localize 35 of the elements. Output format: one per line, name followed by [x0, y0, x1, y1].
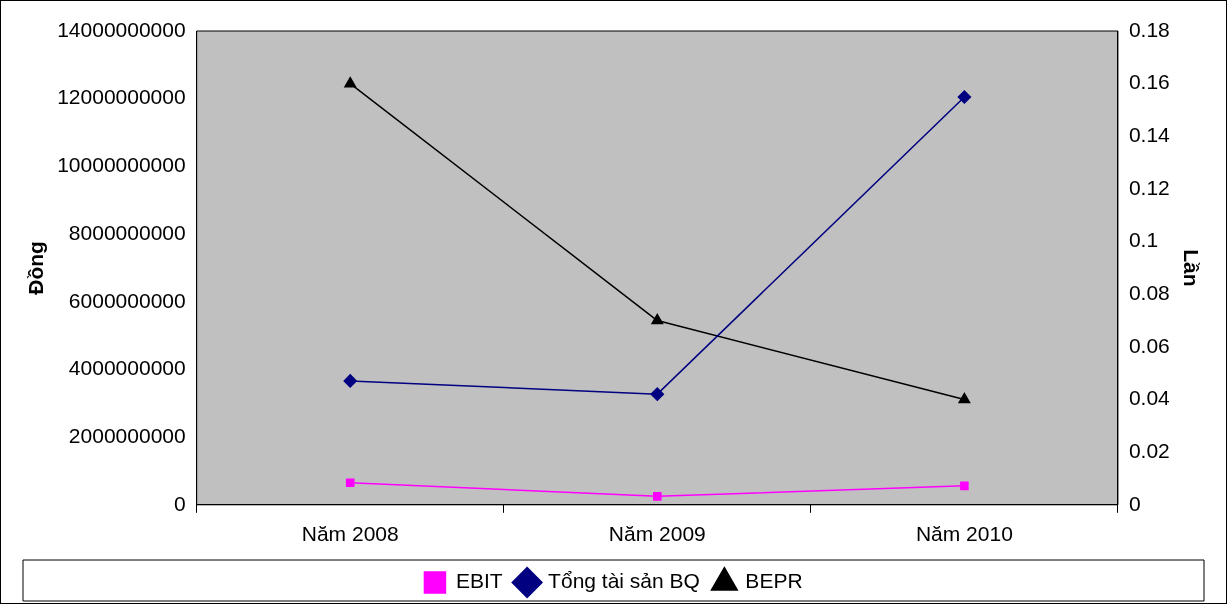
y2-tick-label: 0.16 [1128, 70, 1170, 94]
y-tick-label: 2000000000 [68, 423, 186, 447]
y-tick-label: 8000000000 [68, 220, 186, 244]
y2-tick-label: 0.14 [1128, 123, 1171, 147]
point [343, 374, 357, 388]
y2-axis-title: Lần [1179, 249, 1203, 287]
legend-label: EBIT [455, 569, 503, 593]
y-tick-label: 6000000000 [68, 288, 186, 312]
y2-tick-label: 0.02 [1128, 438, 1170, 462]
legend-label: Tổng tài sản BQ [548, 569, 700, 593]
y-tick-label: 0 [173, 491, 186, 515]
x-tick-label: Năm 2009 [608, 522, 706, 546]
point [344, 76, 357, 88]
point [958, 392, 971, 404]
y-axis-title: Đồng [24, 241, 48, 295]
y-tick-label: 12000000000 [57, 85, 186, 109]
y-tick-label: 10000000000 [57, 153, 186, 177]
point [957, 90, 972, 104]
x-tick-label: Năm 2008 [301, 522, 399, 546]
legend-label: BEPR [745, 569, 803, 593]
y2-tick-label: 0.04 [1128, 386, 1171, 410]
point [345, 478, 355, 488]
y2-tick-label: 0.06 [1128, 333, 1170, 357]
y2-tick-label: 0.08 [1128, 281, 1170, 305]
point [653, 492, 662, 501]
x-tick-label: Năm 2010 [915, 522, 1013, 546]
y2-tick-label: 0.18 [1128, 17, 1170, 41]
y2-tick-label: 0.1 [1128, 228, 1159, 252]
y2-tick-label: 0.12 [1128, 175, 1170, 199]
y-tick-label: 14000000000 [57, 17, 186, 41]
y-tick-label: 4000000000 [68, 356, 186, 380]
point [650, 387, 665, 401]
point [651, 313, 664, 325]
y2-tick-label: 0 [1128, 491, 1141, 515]
point [960, 481, 969, 491]
